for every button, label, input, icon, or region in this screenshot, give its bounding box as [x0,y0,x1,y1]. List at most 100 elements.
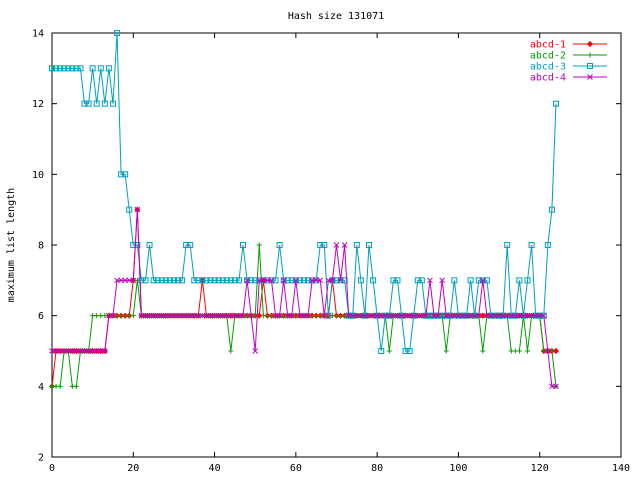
data-point [171,312,177,319]
data-point [272,312,279,319]
y-tick-label: 12 [32,99,44,110]
data-point [406,312,413,319]
data-point [300,277,307,284]
data-point [293,277,299,284]
data-point [280,277,287,284]
y-tick-label: 4 [38,382,44,393]
data-point [53,348,59,354]
data-point [455,312,462,319]
data-point [447,312,454,319]
data-point [370,277,377,284]
data-point [61,348,68,354]
data-point [97,65,104,72]
data-point [122,277,129,284]
data-point [362,312,368,319]
data-point [150,277,157,284]
data-point [321,312,328,319]
y-axis-label: maximum list length [6,188,17,302]
series-line-abcd-4 [52,209,556,387]
data-point [81,100,88,107]
data-point [260,277,267,284]
data-point [301,312,307,319]
data-point [329,277,336,284]
data-point [317,277,324,284]
data-point [325,277,332,284]
data-point [126,206,133,213]
data-point [248,312,255,319]
data-point [414,312,421,319]
data-point [410,312,417,319]
data-point [146,312,153,319]
data-point [203,277,210,284]
x-tick-label: 20 [127,463,139,474]
data-point [158,312,165,319]
data-point [215,277,222,284]
data-point [77,348,84,354]
data-point [179,277,186,284]
data-point [366,312,372,319]
data-point [65,348,72,354]
legend-label: abcd-1 [530,40,566,51]
series-abcd-3 [49,30,559,354]
data-point [146,242,153,248]
data-point [492,312,498,319]
data-point [73,348,80,354]
data-point [101,348,108,354]
data-point [467,277,474,284]
data-point [199,277,206,284]
data-point [154,277,161,284]
data-point [232,312,238,319]
series-abcd-1 [48,206,560,390]
data-point [183,242,190,248]
data-point [370,312,376,319]
data-point [93,348,100,354]
data-point [325,312,332,319]
data-point [130,313,136,319]
data-point [61,65,68,72]
data-point [337,277,344,284]
data-point [73,65,80,72]
data-point [138,277,145,284]
data-point [284,312,291,319]
series-layer [48,30,560,390]
data-point [394,312,401,319]
data-point [479,277,486,284]
data-point [353,312,360,319]
data-point [398,312,405,319]
data-point [357,277,364,284]
data-point [496,312,502,319]
data-point [97,348,104,354]
data-point [390,312,397,319]
data-point [89,65,96,72]
data-point [525,348,531,354]
data-point [435,312,441,319]
data-point [321,242,328,248]
data-point [353,242,360,248]
data-point [57,65,64,72]
data-point [69,348,76,354]
data-point [49,65,55,72]
data-point [459,312,466,319]
data-point [349,312,356,319]
data-point [333,242,340,248]
data-point [248,277,255,284]
data-point [57,383,63,389]
data-point [426,312,433,319]
data-point [471,312,478,319]
data-point [138,312,145,319]
data-point [423,312,429,319]
data-point [53,65,60,72]
data-point [235,277,242,284]
data-point [467,312,474,319]
data-point [382,312,389,319]
data-point [544,242,551,248]
data-point [114,277,120,284]
data-point [57,348,63,354]
data-point [122,171,129,178]
x-tick-label: 40 [209,463,221,474]
data-point [475,277,482,284]
data-point [418,277,425,284]
data-point [118,171,125,178]
x-tick-label: 100 [449,463,467,474]
